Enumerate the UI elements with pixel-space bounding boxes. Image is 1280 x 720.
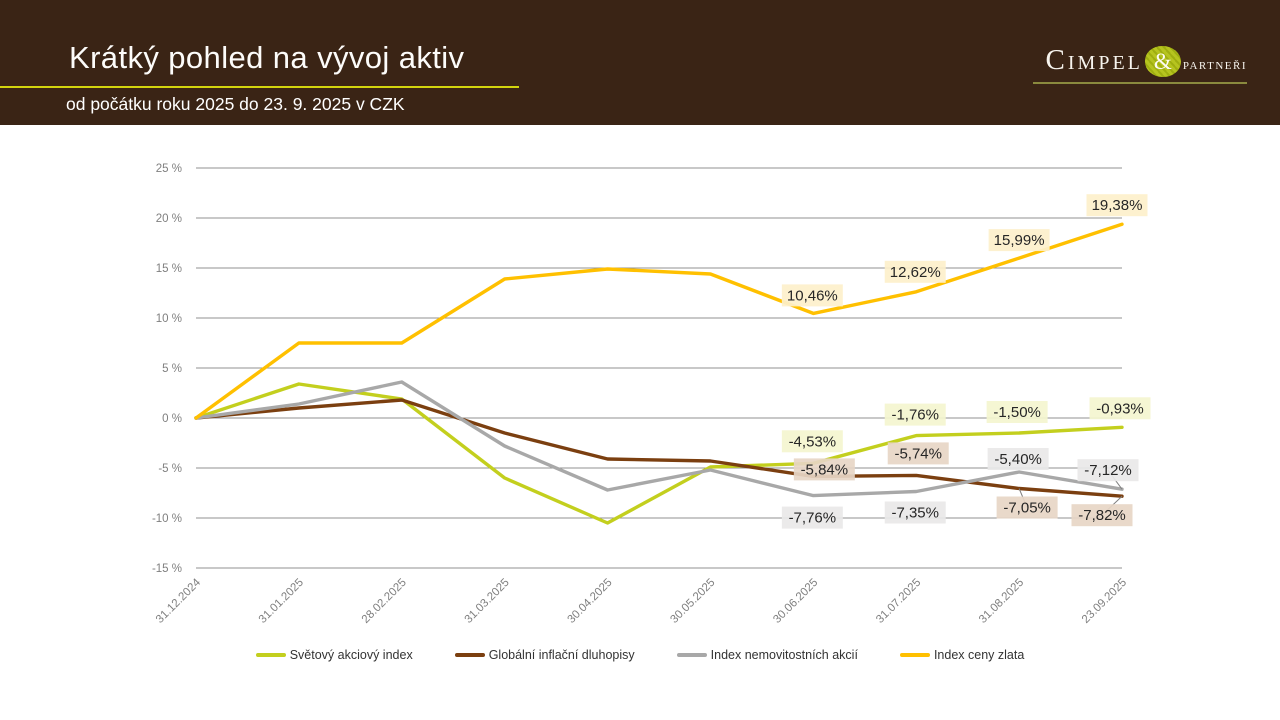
legend-item: Index ceny zlata: [899, 648, 1025, 662]
y-tick-label: 20 %: [156, 213, 182, 225]
company-logo: Cimpel & partneři: [1033, 46, 1247, 84]
data-label-bg: [884, 501, 946, 524]
legend-label: Světový akciový index: [289, 648, 413, 662]
data-label-bg: [987, 448, 1049, 470]
y-tick-label: 10 %: [156, 313, 182, 325]
data-label-bg: [988, 229, 1050, 252]
data-label: -0,93%: [1096, 400, 1144, 417]
slide-subtitle: od počátku roku 2025 do 23. 9. 2025 v CZ…: [66, 94, 405, 114]
logo-text-partneri: partneři: [1182, 56, 1247, 73]
legend-item: Globální inflační dluhopisy: [454, 648, 635, 662]
x-tick-label: 30.05.2025: [668, 577, 717, 626]
legend-swatch: [454, 653, 485, 657]
data-label: -7,12%: [1084, 462, 1132, 479]
y-tick-label: 5 %: [162, 363, 182, 375]
x-tick-label: 31.12.2024: [154, 576, 204, 626]
series-line-index-nemovitostn-ch-akci-: [194, 380, 1124, 498]
chart-area: 25 % 20 % 15 % 10 % 5 % 0 % -5 % -10 % -15 % 31.1…: [0, 125, 1280, 720]
data-label-bg: [884, 260, 946, 283]
y-tick-label: -5 %: [158, 463, 182, 475]
y-tick-label: -10 %: [152, 513, 182, 525]
data-label-bg: [884, 403, 946, 426]
data-label-bg: [1089, 397, 1151, 420]
series-line-glob-ln-infla-n-dluhopisy: [194, 398, 1124, 498]
legend-label: Globální inflační dluhopisy: [488, 648, 635, 662]
data-label: 10,46%: [787, 287, 838, 304]
x-tick-label: 31.08.2025: [977, 577, 1026, 626]
y-tick-label: 15 %: [156, 263, 182, 275]
legend-swatch: [899, 653, 930, 657]
slide-title: Krátký pohled na vývoj aktiv: [69, 40, 465, 75]
x-tick-label: 31.01.2025: [257, 577, 306, 626]
x-tick-label: 30.04.2025: [565, 577, 614, 626]
data-label-bg: [887, 442, 949, 465]
logo-ampersand: &: [1153, 49, 1172, 74]
y-tick-label: -15 %: [152, 563, 182, 575]
header: Krátký pohled na vývoj aktiv od počátku …: [0, 0, 1280, 125]
logo-row: Cimpel & partneři: [1033, 46, 1247, 77]
legend-label: Index ceny zlata: [933, 648, 1025, 662]
data-label-bg: [986, 401, 1048, 423]
legend-swatch: [676, 653, 707, 657]
logo-leaf-icon: &: [1144, 46, 1181, 77]
data-label-bg: [793, 458, 855, 481]
data-label: -7,76%: [789, 510, 837, 527]
data-label: -7,05%: [1003, 500, 1051, 517]
chart-legend: Světový akciový index Globální inflační d…: [0, 648, 1280, 662]
data-label: -1,76%: [891, 407, 939, 424]
data-label-bg: [996, 496, 1058, 519]
data-label: -5,74%: [894, 445, 942, 462]
data-label: -5,40%: [994, 451, 1042, 468]
data-label-bg: [1086, 194, 1148, 217]
logo-underline: [1033, 82, 1247, 84]
data-label: -7,35%: [891, 505, 939, 522]
legend-item: Světový akciový index: [255, 648, 413, 662]
x-tick-label: 31.03.2025: [463, 577, 512, 626]
data-label: 15,99%: [994, 232, 1045, 249]
data-label-bg: [781, 506, 843, 529]
data-label-bg: [1071, 504, 1133, 527]
data-label: 12,62%: [890, 264, 941, 281]
data-label-bg: [1077, 459, 1139, 482]
data-label: -7,82%: [1078, 507, 1126, 524]
data-label: -5,84%: [801, 461, 849, 478]
data-label-bg: [781, 284, 843, 307]
y-tick-label: 25 %: [156, 163, 182, 175]
series-line-index-ceny-zlata: [194, 222, 1124, 420]
y-tick-label: 0 %: [162, 413, 182, 425]
title-underline: [0, 86, 519, 88]
legend-item: Index nemovitostních akcií: [676, 648, 858, 662]
line-chart: 25 % 20 % 15 % 10 % 5 % 0 % -5 % -10 % -15 %31.1…: [152, 163, 1151, 626]
x-tick-label: 28.02.2025: [360, 577, 409, 626]
x-tick-label: 31.07.2025: [874, 577, 923, 626]
logo-text-cimpel: Cimpel: [1045, 44, 1143, 76]
data-label: -1,50%: [993, 404, 1041, 421]
data-label: -4,53%: [789, 433, 837, 450]
x-tick-label: 23.09.2025: [1080, 577, 1129, 626]
data-label-bg: [781, 430, 843, 453]
data-label: 19,38%: [1092, 197, 1143, 214]
x-tick-label: 30.06.2025: [771, 577, 820, 626]
legend-swatch: [255, 653, 286, 657]
legend-label: Index nemovitostních akcií: [710, 648, 858, 662]
